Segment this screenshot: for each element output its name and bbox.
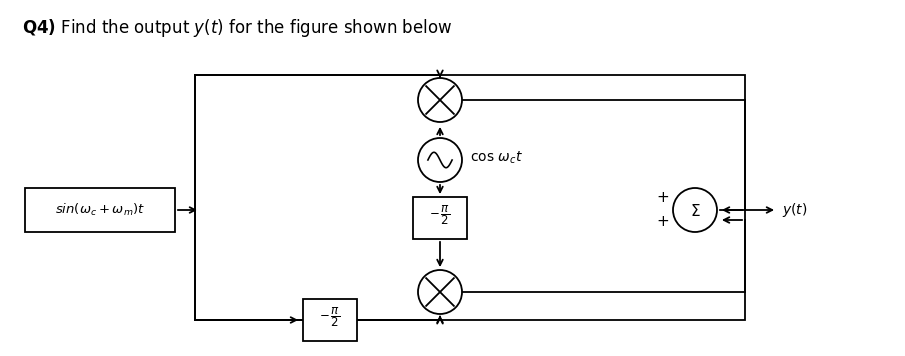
Text: $\mathbf{Q4)}$ Find the output $\mathbf{\mathit{y}}(\mathbf{\mathit{t}})$ for th: $\mathbf{Q4)}$ Find the output $\mathbf{… <box>22 17 452 39</box>
Circle shape <box>418 270 462 314</box>
Bar <box>303 299 357 341</box>
Text: cos $\omega_c t$: cos $\omega_c t$ <box>470 150 523 166</box>
Text: $-\,\dfrac{\pi}{2}$: $-\,\dfrac{\pi}{2}$ <box>429 203 451 227</box>
Text: $y(t)$: $y(t)$ <box>782 201 807 219</box>
Text: $-\,\dfrac{\pi}{2}$: $-\,\dfrac{\pi}{2}$ <box>319 305 340 329</box>
Circle shape <box>418 78 462 122</box>
Circle shape <box>418 138 462 182</box>
Bar <box>195 75 745 320</box>
Text: +: + <box>657 190 670 205</box>
Circle shape <box>673 188 717 232</box>
Text: $\Sigma$: $\Sigma$ <box>690 203 700 219</box>
Text: +: + <box>657 215 670 230</box>
Bar <box>25 188 175 232</box>
Text: $sin(\omega_c + \omega_m)t$: $sin(\omega_c + \omega_m)t$ <box>55 202 145 218</box>
Bar <box>413 197 467 239</box>
